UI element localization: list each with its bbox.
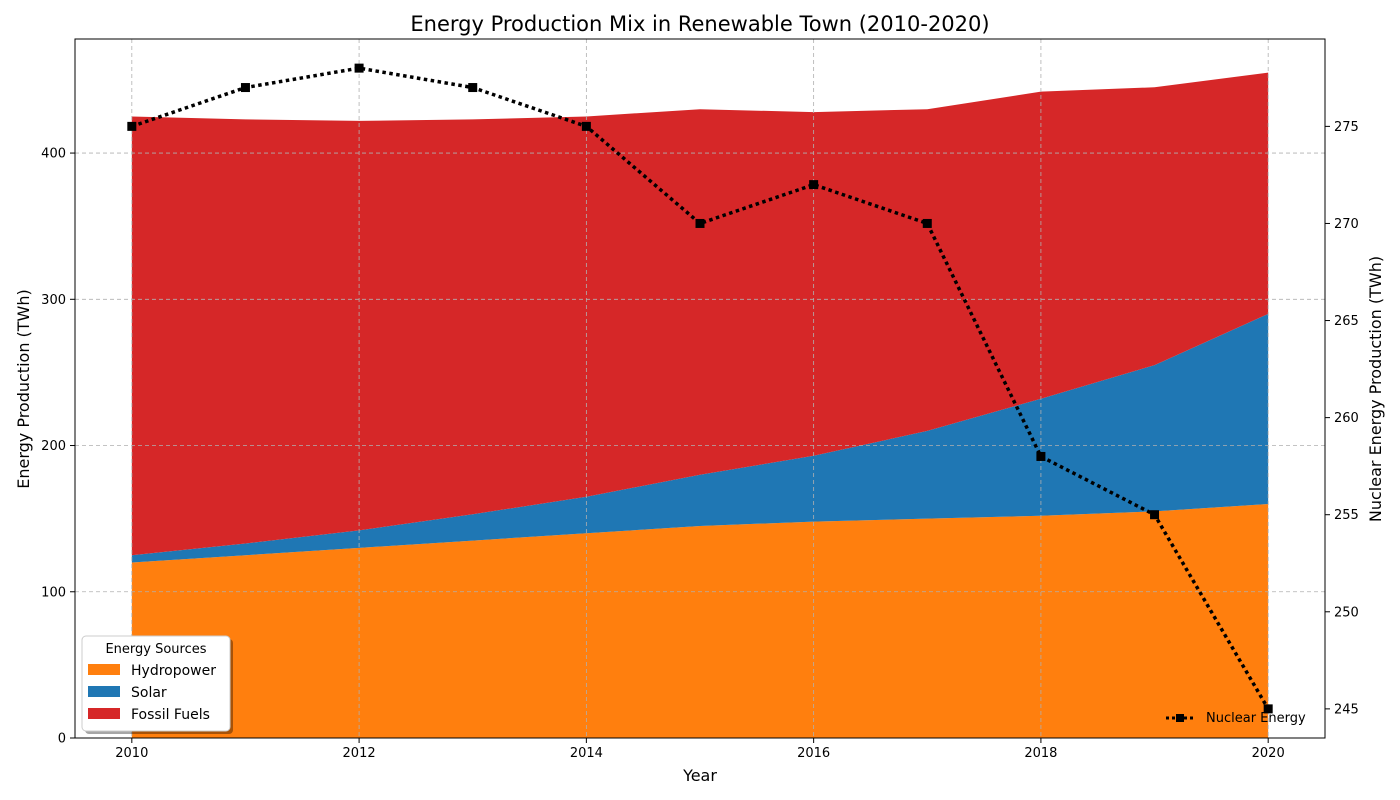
y2-tick-label-265: 265 — [1334, 314, 1359, 329]
nuclear-line-layer — [127, 63, 1273, 714]
legend-label-hydropower: Hydropower — [131, 663, 216, 679]
legend-nuclear-label: Nuclear Energy — [1206, 711, 1306, 726]
legend-label-fossil-fuels: Fossil Fuels — [131, 707, 210, 723]
nuclear-point-2010 — [127, 121, 137, 131]
x-tick-label-2012: 2012 — [343, 746, 376, 761]
nuclear-point-2011 — [240, 83, 250, 93]
area-fossil-fuels — [131, 72, 1269, 556]
legend-swatch-solar — [88, 686, 120, 697]
y2-tick-label-260: 260 — [1334, 411, 1359, 426]
nuclear-point-2017 — [922, 218, 932, 228]
chart-title: Energy Production Mix in Renewable Town … — [410, 12, 989, 36]
y2-axis-title: Nuclear Energy Production (TWh) — [1366, 256, 1385, 522]
nuclear-point-2019 — [1150, 510, 1160, 520]
nuclear-point-2013 — [468, 83, 478, 93]
legend: Energy Sources Hydropower Solar Fossil Fue… — [81, 635, 233, 734]
x-tick-label-2018: 2018 — [1024, 746, 1057, 761]
y-ticks: 0 100 200 300 400 — [41, 147, 75, 747]
y-tick-label-200: 200 — [41, 439, 66, 454]
nuclear-energy-line — [131, 66, 1270, 710]
legend-nuclear: Nuclear Energy — [1166, 711, 1306, 726]
nuclear-point-2020 — [1263, 704, 1273, 714]
x-tick-label-2010: 2010 — [115, 746, 148, 761]
x-tick-label-2014: 2014 — [570, 746, 603, 761]
legend-nuclear-marker — [1176, 714, 1184, 722]
legend-box — [81, 635, 231, 732]
legend-label-solar: Solar — [131, 685, 167, 701]
x-tick-label-2020: 2020 — [1252, 746, 1285, 761]
area-layers — [131, 72, 1269, 738]
x-ticks: 2010 2012 2014 2016 2018 2020 — [115, 738, 1285, 761]
y-tick-label-300: 300 — [41, 293, 66, 308]
y2-ticks: 245 250 255 260 265 270 275 — [1325, 120, 1359, 717]
x-axis-title: Year — [682, 766, 717, 785]
legend-swatch-hydropower — [88, 664, 120, 675]
plot-frame — [74, 38, 1326, 739]
nuclear-point-2018 — [1036, 451, 1046, 461]
y-tick-label-100: 100 — [41, 585, 66, 600]
nuclear-point-2015 — [695, 218, 705, 228]
y2-tick-label-255: 255 — [1334, 508, 1359, 523]
x-tick-label-2016: 2016 — [797, 746, 830, 761]
nuclear-point-2014 — [581, 121, 591, 131]
y2-tick-label-270: 270 — [1334, 217, 1359, 232]
y2-tick-label-250: 250 — [1334, 605, 1359, 620]
legend-title: Energy Sources — [105, 642, 206, 657]
area-solar — [131, 313, 1269, 563]
nuclear-point-2012 — [354, 63, 364, 73]
y2-tick-label-245: 245 — [1334, 702, 1359, 717]
area-hydropower — [131, 504, 1269, 738]
y-tick-label-0: 0 — [58, 732, 66, 747]
legend-swatch-fossil-fuels — [88, 708, 120, 719]
y-tick-label-400: 400 — [41, 147, 66, 162]
y-axis-title: Energy Production (TWh) — [14, 289, 33, 489]
y2-tick-label-275: 275 — [1334, 120, 1359, 135]
nuclear-point-2016 — [809, 180, 819, 190]
legend-items: Hydropower Solar Fossil Fuels — [88, 663, 216, 723]
